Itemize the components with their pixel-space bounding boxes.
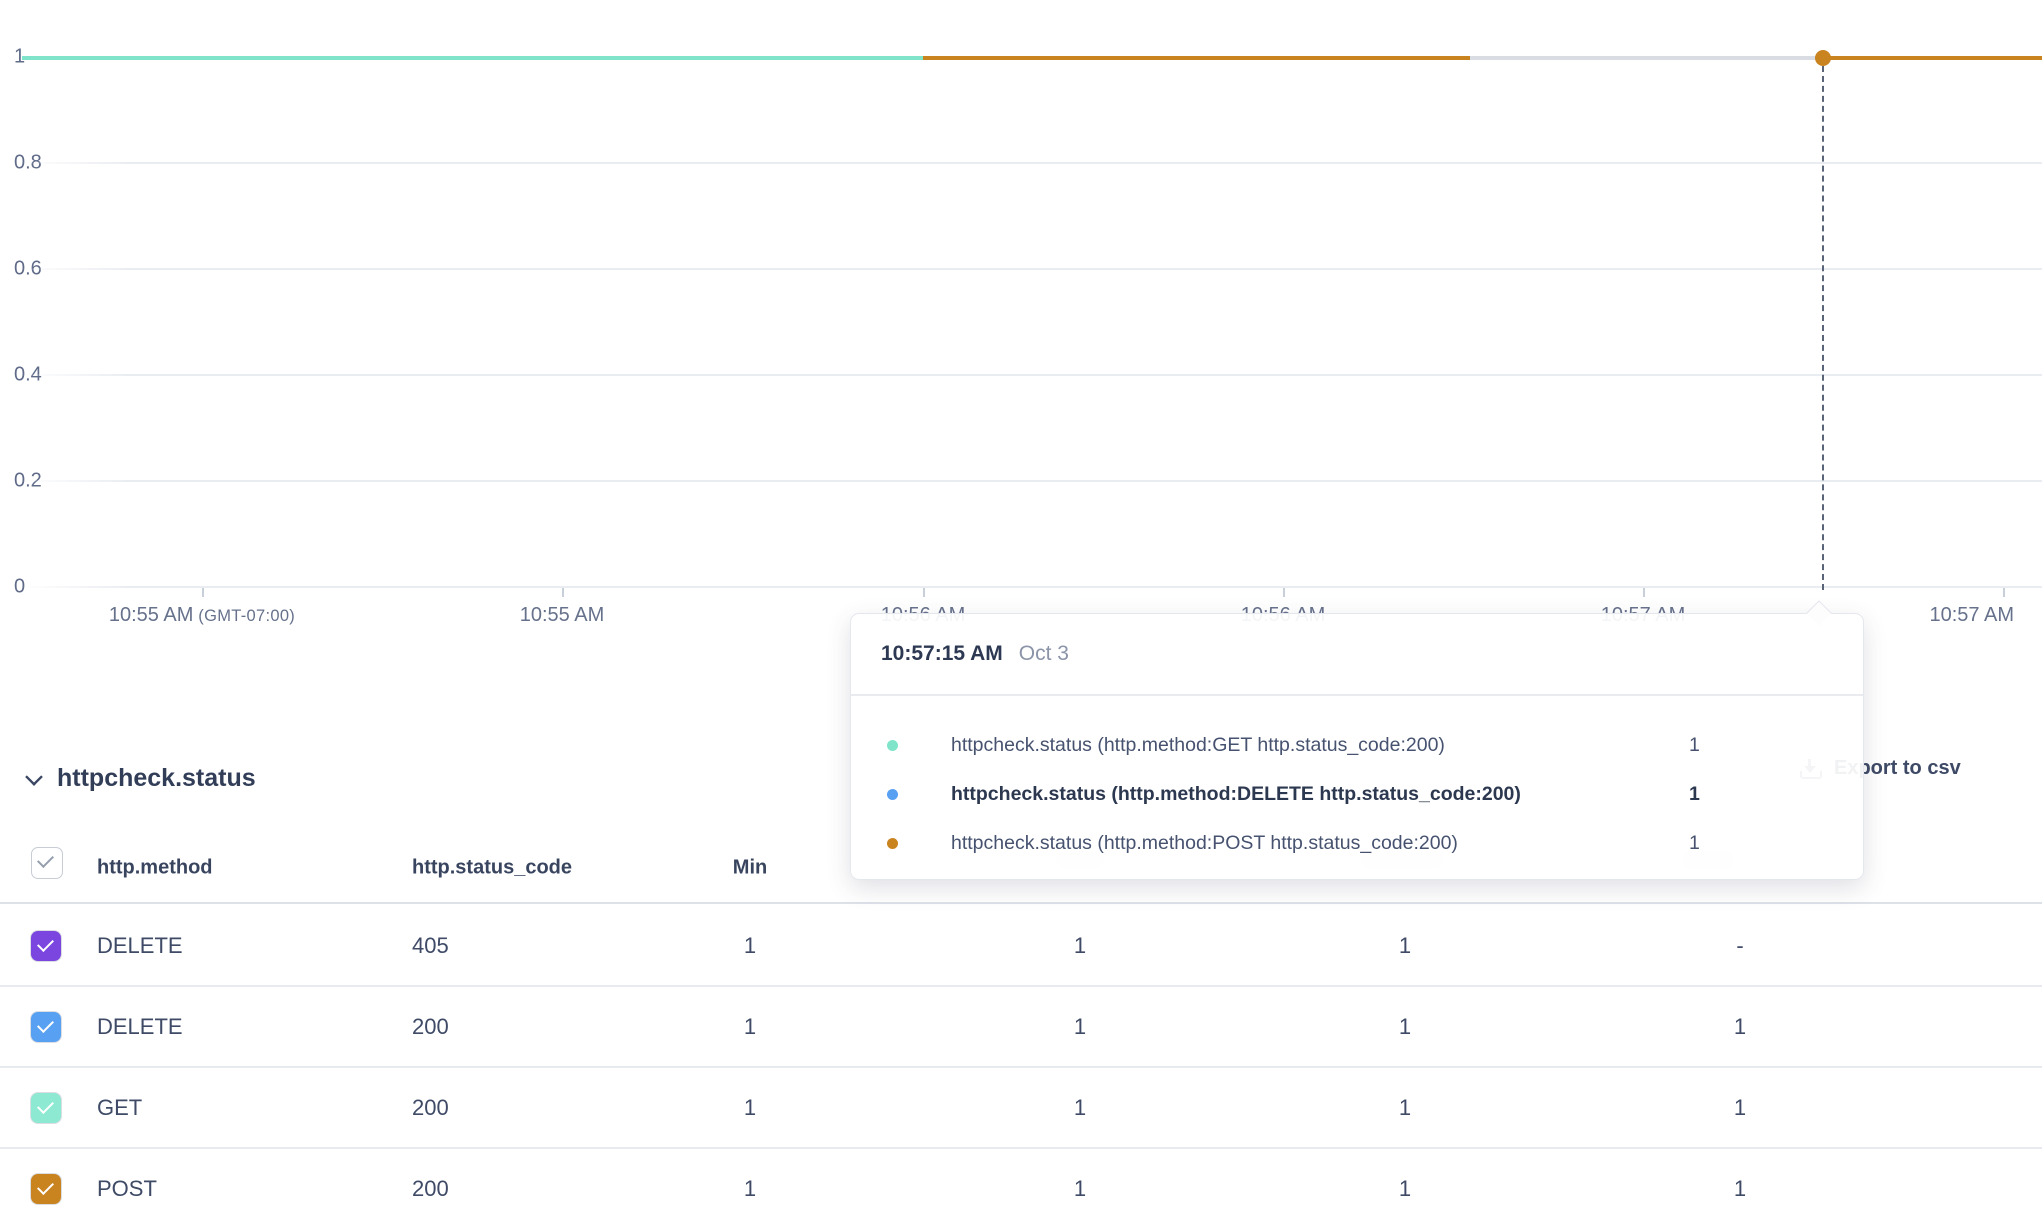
tooltip-date: Oct 3 bbox=[1018, 642, 1069, 665]
cell-method: DELETE bbox=[97, 933, 183, 958]
gridline bbox=[0, 480, 2042, 482]
x-axis-baseline bbox=[0, 586, 2042, 588]
cell-status-code: 200 bbox=[412, 1095, 449, 1120]
cell-value: 1 bbox=[1073, 1176, 1087, 1201]
tooltip-series-row: httpcheck.status (http.method:POST http.… bbox=[851, 819, 1863, 868]
cell-value: - bbox=[1736, 933, 1744, 958]
section-title: httpcheck.status bbox=[57, 764, 256, 792]
chart-tooltip: 10:57:15 AM Oct 3 httpcheck.status (http… bbox=[850, 600, 1864, 880]
x-tick bbox=[1643, 588, 1645, 597]
row-checkbox[interactable] bbox=[31, 1093, 61, 1123]
cell-value: 1 bbox=[1398, 1014, 1412, 1039]
hover-crosshair bbox=[1822, 66, 1824, 590]
gridline bbox=[0, 268, 2042, 270]
cell-value: 1 bbox=[1733, 1014, 1747, 1039]
x-axis-timezone: (GMT-07:00) bbox=[193, 607, 296, 625]
cell-value: 1 bbox=[1073, 933, 1087, 958]
cell-value: 1 bbox=[1398, 1095, 1412, 1120]
tooltip-series-row: httpcheck.status (http.method:GET http.s… bbox=[851, 721, 1863, 770]
cell-min: 1 bbox=[743, 1176, 757, 1201]
x-tick bbox=[2003, 588, 2005, 597]
gridline bbox=[0, 374, 2042, 376]
x-axis-label: 10:55 AM (GMT-07:00) bbox=[109, 604, 295, 627]
tooltip-series-value: 1 bbox=[1689, 832, 1700, 854]
cell-method: DELETE bbox=[97, 1014, 183, 1039]
row-checkbox[interactable] bbox=[31, 1174, 61, 1204]
x-axis-time: 10:55 AM bbox=[108, 604, 194, 626]
tooltip-series-label: httpcheck.status (http.method:POST http.… bbox=[951, 832, 1458, 854]
column-header-method[interactable]: http.method bbox=[97, 856, 213, 879]
series-line-post bbox=[923, 56, 1470, 60]
row-divider bbox=[0, 1066, 2042, 1068]
x-axis-label: 10:57 AM bbox=[1929, 604, 2014, 626]
cell-method: GET bbox=[97, 1095, 143, 1120]
x-axis-label: 10:55 AM bbox=[519, 604, 605, 626]
cell-min: 1 bbox=[743, 1095, 757, 1120]
tooltip-series-label: httpcheck.status (http.method:DELETE htt… bbox=[951, 783, 1521, 805]
tooltip-notch bbox=[1806, 600, 1832, 626]
tooltip-series-row-highlighted: httpcheck.status (http.method:DELETE htt… bbox=[851, 770, 1863, 819]
row-divider bbox=[0, 985, 2042, 987]
series-line-post bbox=[1823, 56, 2042, 60]
check-icon bbox=[37, 1178, 54, 1195]
tooltip-time: 10:57:15 AM bbox=[881, 642, 1003, 665]
timeseries-chart[interactable]: 1 0.8 0.6 0.4 0.2 0 10:55 AM (GMT-07:00)… bbox=[0, 0, 2042, 626]
row-checkbox[interactable] bbox=[31, 931, 61, 961]
gridline bbox=[0, 162, 2042, 164]
row-divider bbox=[0, 1147, 2042, 1149]
tooltip-header: 10:57:15 AM Oct 3 bbox=[881, 614, 1069, 694]
export-to-csv-label: Export to csv bbox=[1834, 757, 1961, 779]
cell-status-code: 200 bbox=[412, 1176, 449, 1201]
x-tick bbox=[1283, 588, 1285, 597]
check-icon bbox=[37, 851, 54, 868]
cell-value: 1 bbox=[1733, 1095, 1747, 1120]
x-tick bbox=[562, 588, 564, 597]
check-icon bbox=[37, 935, 54, 952]
tooltip-series-label: httpcheck.status (http.method:GET http.s… bbox=[951, 734, 1445, 756]
cell-status-code: 200 bbox=[412, 1014, 449, 1039]
check-icon bbox=[37, 1016, 54, 1033]
cell-value: 1 bbox=[1073, 1014, 1087, 1039]
tooltip-series-value: 1 bbox=[1689, 783, 1700, 805]
x-tick bbox=[202, 588, 204, 597]
hover-point-marker bbox=[1815, 50, 1831, 66]
cell-min: 1 bbox=[743, 933, 757, 958]
column-header-status-code[interactable]: http.status_code bbox=[412, 856, 573, 879]
table-header-divider bbox=[0, 902, 2042, 904]
series-color-dot-get bbox=[887, 740, 898, 751]
series-color-dot-post bbox=[887, 838, 898, 849]
cell-value: 1 bbox=[1398, 1176, 1412, 1201]
series-line-dimmed bbox=[1470, 56, 1823, 60]
series-line-get bbox=[22, 56, 923, 60]
cell-min: 1 bbox=[743, 1014, 757, 1039]
select-all-checkbox[interactable] bbox=[31, 847, 63, 879]
row-checkbox[interactable] bbox=[31, 1012, 61, 1042]
cell-value: 1 bbox=[1733, 1176, 1747, 1201]
cell-value: 1 bbox=[1398, 933, 1412, 958]
chevron-down-icon[interactable] bbox=[25, 768, 43, 786]
column-header-min[interactable]: Min bbox=[732, 856, 768, 879]
cell-method: POST bbox=[97, 1176, 157, 1201]
y-axis-label: 1 bbox=[14, 45, 26, 68]
tooltip-divider bbox=[851, 694, 1863, 696]
tooltip-series-value: 1 bbox=[1689, 734, 1700, 756]
check-icon bbox=[37, 1097, 54, 1114]
cell-value: 1 bbox=[1073, 1095, 1087, 1120]
series-color-dot-delete bbox=[887, 789, 898, 800]
x-tick bbox=[923, 588, 925, 597]
cell-status-code: 405 bbox=[412, 933, 449, 958]
